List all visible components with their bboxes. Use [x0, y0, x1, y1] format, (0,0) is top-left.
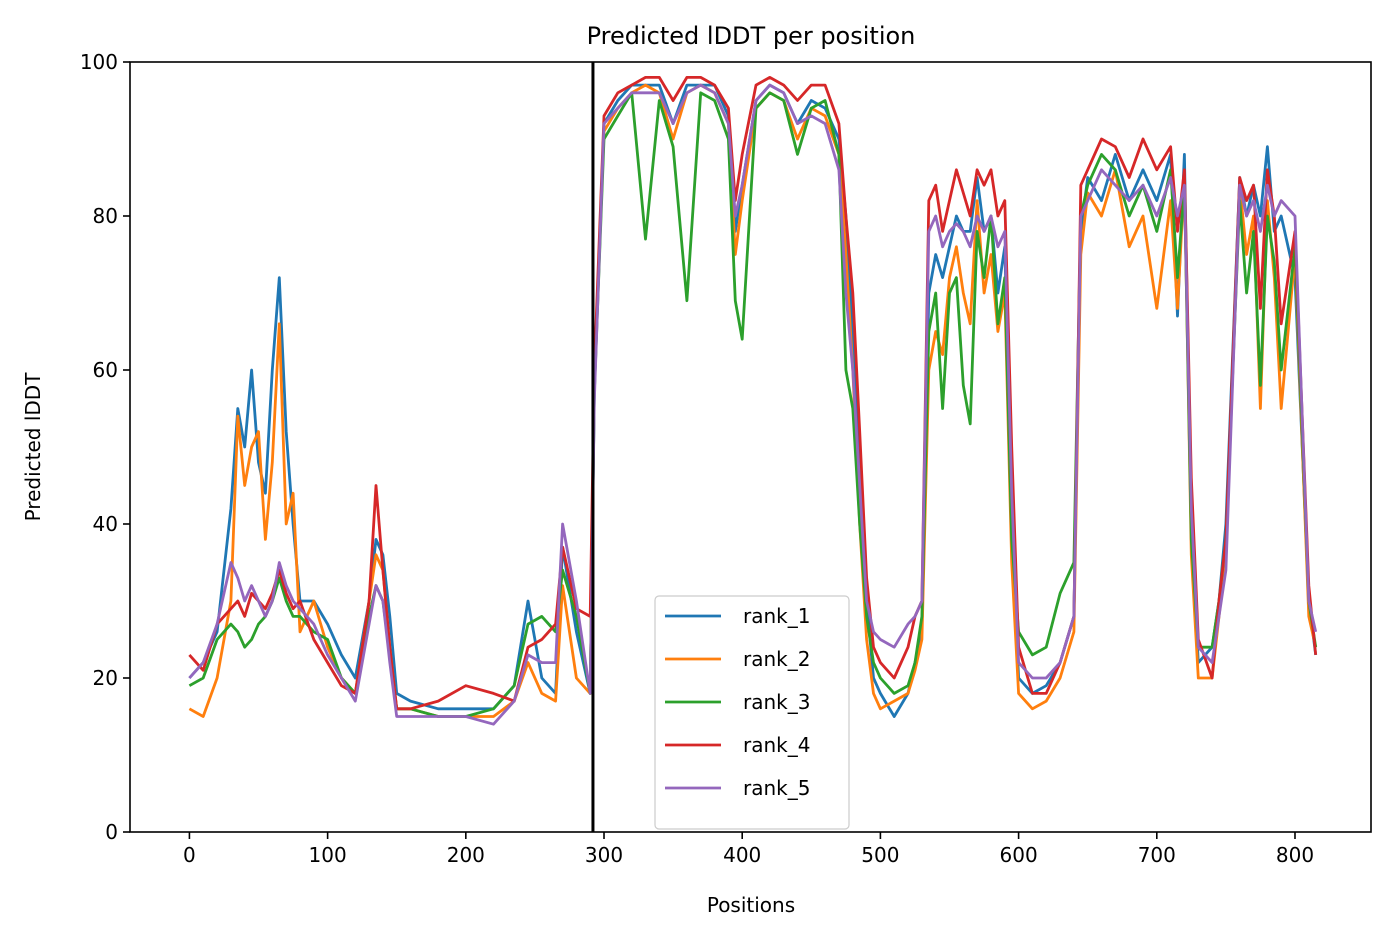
series-line-rank-5	[188, 83, 1318, 726]
chart-title: Predicted lDDT per position	[587, 22, 916, 50]
legend: rank_1 rank_2 rank_3 rank_4 rank_5	[654, 595, 850, 830]
y-tick-label: 20	[93, 666, 118, 690]
series-line-rank-4	[188, 76, 1318, 711]
y-tick-label: 60	[93, 358, 118, 382]
x-tick-label: 300	[585, 843, 623, 867]
legend-label: rank_3	[743, 690, 810, 714]
x-tick-label: 0	[183, 843, 196, 867]
x-tick-label: 100	[309, 843, 347, 867]
y-tick-label: 40	[93, 512, 118, 536]
y-axis-title: Predicted lDDT	[21, 372, 45, 522]
legend-label: rank_2	[743, 647, 810, 671]
x-tick-label: 500	[861, 843, 899, 867]
x-axis-ticks: 0 100 200 300 400 500 600 700 800	[183, 832, 1314, 867]
x-tick-label: 600	[1000, 843, 1038, 867]
plot-lines	[188, 62, 1318, 832]
y-tick-label: 0	[105, 820, 118, 844]
x-tick-label: 700	[1138, 843, 1176, 867]
y-axis-ticks: 0 20 40 60 80 100	[80, 50, 130, 844]
legend-box	[654, 595, 850, 830]
x-tick-label: 200	[447, 843, 485, 867]
legend-label: rank_1	[743, 604, 810, 628]
x-axis-title: Positions	[707, 893, 795, 917]
y-tick-label: 100	[80, 50, 118, 74]
x-tick-label: 800	[1276, 843, 1314, 867]
x-tick-label: 400	[723, 843, 761, 867]
legend-label: rank_5	[743, 776, 810, 800]
legend-label: rank_4	[743, 733, 810, 757]
plot-frame	[129, 61, 1372, 833]
y-tick-label: 80	[93, 204, 118, 228]
